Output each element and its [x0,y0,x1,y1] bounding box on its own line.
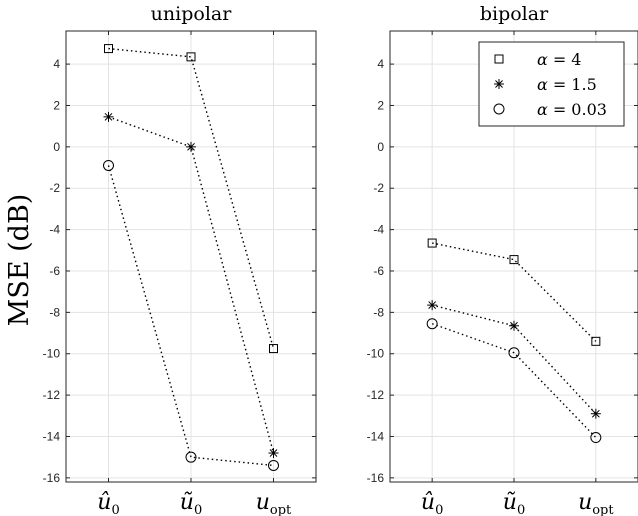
y-tick-label: -6 [49,264,60,278]
legend-entry: α = 0.03 [537,100,607,119]
y-tick-label: -2 [373,181,384,195]
y-tick-label: 0 [53,140,60,154]
y-tick-label: 4 [377,57,384,71]
legend-marker [494,79,504,89]
x-tick-label: û0 [97,490,119,516]
series-line [108,47,275,349]
x-tick-label: uopt [256,490,292,516]
series-line [431,304,597,415]
y-tick-label: -6 [373,264,384,278]
y-tick-label: 4 [53,57,60,71]
legend-entry: α = 4 [537,50,581,69]
y-tick-label: -14 [367,429,385,443]
data-point [508,347,520,359]
data-point [590,432,602,444]
data-point [186,52,196,62]
legend-marker [493,103,505,115]
x-tick-label: ũ0 [180,490,202,516]
y-tick-label: 0 [377,140,384,154]
data-point [104,44,113,54]
y-tick-label: -10 [43,347,61,361]
data-point [268,459,279,471]
legend: α = 4 α = 1.5 α = 0.03 [478,41,625,127]
data-point [590,408,601,419]
x-tick-label: uopt [578,490,614,516]
y-tick-label: 2 [53,98,60,112]
y-tick-label: -4 [373,223,384,237]
y-tick-label: -14 [43,429,61,443]
data-point [269,344,278,354]
data-point [268,448,279,459]
series-line [431,323,597,439]
data-point [185,451,197,463]
legend-entry: α = 1.5 [537,75,597,94]
y-tick-label: 2 [377,98,384,112]
y-axis-label: MSE (dB) [4,194,35,327]
data-point [509,255,519,265]
y-tick-label: -16 [367,471,385,485]
y-tick-label: -8 [49,305,60,319]
data-point [427,238,437,248]
legend-marker [494,54,504,64]
data-point [591,336,601,346]
y-tick-label: -16 [43,471,61,485]
y-tick-label: -12 [367,388,385,402]
data-point [186,141,196,152]
x-tick-label: ũ0 [503,490,525,516]
y-tick-label: -8 [373,305,384,319]
data-point [103,111,114,122]
data-point [427,300,438,311]
chart-unipolar: 4 2 0 -2 -4 -6 -8 -10 -12 -14 -16 û0 ũ0 uopt unipolar [43,3,317,516]
y-tick-label: -12 [43,388,61,402]
x-tick-label: û0 [421,490,443,516]
y-tick-label: -2 [49,181,60,195]
chart-title: unipolar [151,3,233,25]
data-point [509,320,519,331]
y-tick-label: -4 [49,223,60,237]
data-point [103,159,114,171]
y-tick-label: -10 [367,347,385,361]
chart-title: bipolar [480,3,549,25]
data-point [426,318,438,330]
series-line [432,242,597,342]
